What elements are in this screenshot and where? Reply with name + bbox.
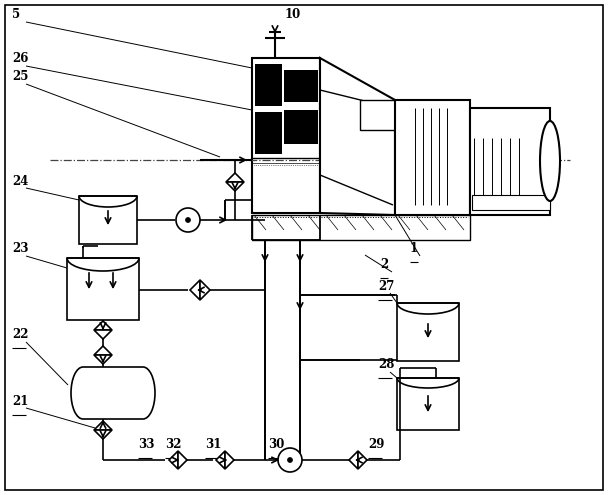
Bar — [255, 112, 282, 154]
Bar — [67, 258, 139, 320]
Text: 21: 21 — [12, 395, 29, 408]
Bar — [284, 70, 318, 102]
Polygon shape — [94, 430, 112, 439]
Polygon shape — [94, 321, 112, 330]
Bar — [397, 303, 459, 361]
Polygon shape — [226, 173, 244, 182]
Ellipse shape — [540, 121, 560, 201]
Text: 27: 27 — [378, 280, 395, 293]
Polygon shape — [178, 451, 187, 469]
Polygon shape — [200, 280, 210, 300]
Bar — [395, 100, 470, 215]
Text: 24: 24 — [12, 175, 29, 188]
Circle shape — [278, 448, 302, 472]
Polygon shape — [94, 346, 112, 355]
Text: 29: 29 — [368, 438, 384, 451]
Text: 1: 1 — [410, 242, 418, 255]
Text: 32: 32 — [165, 438, 182, 451]
Bar — [284, 110, 318, 144]
Circle shape — [288, 457, 292, 462]
Text: 10: 10 — [285, 8, 301, 21]
Text: 23: 23 — [12, 242, 29, 255]
Bar — [255, 64, 282, 106]
Polygon shape — [320, 58, 395, 215]
Text: 25: 25 — [12, 70, 29, 83]
Bar — [252, 215, 470, 240]
Polygon shape — [169, 451, 178, 469]
Circle shape — [185, 217, 190, 222]
Bar — [79, 196, 137, 244]
Polygon shape — [358, 451, 367, 469]
Polygon shape — [216, 451, 225, 469]
Bar — [360, 100, 395, 130]
Text: 31: 31 — [205, 438, 221, 451]
Text: 2: 2 — [380, 258, 389, 271]
Bar — [472, 195, 550, 210]
Circle shape — [176, 208, 200, 232]
Bar — [397, 378, 459, 430]
Bar — [470, 108, 550, 215]
Text: 5: 5 — [12, 8, 20, 21]
Polygon shape — [190, 280, 200, 300]
Text: 30: 30 — [268, 438, 285, 451]
Polygon shape — [94, 421, 112, 430]
Text: 26: 26 — [12, 52, 29, 65]
Polygon shape — [226, 182, 244, 191]
Polygon shape — [225, 451, 234, 469]
Bar — [252, 58, 320, 213]
Text: 33: 33 — [138, 438, 154, 451]
Polygon shape — [94, 330, 112, 339]
Polygon shape — [94, 355, 112, 364]
Polygon shape — [349, 451, 358, 469]
Text: 28: 28 — [378, 358, 395, 371]
Text: 22: 22 — [12, 328, 29, 341]
